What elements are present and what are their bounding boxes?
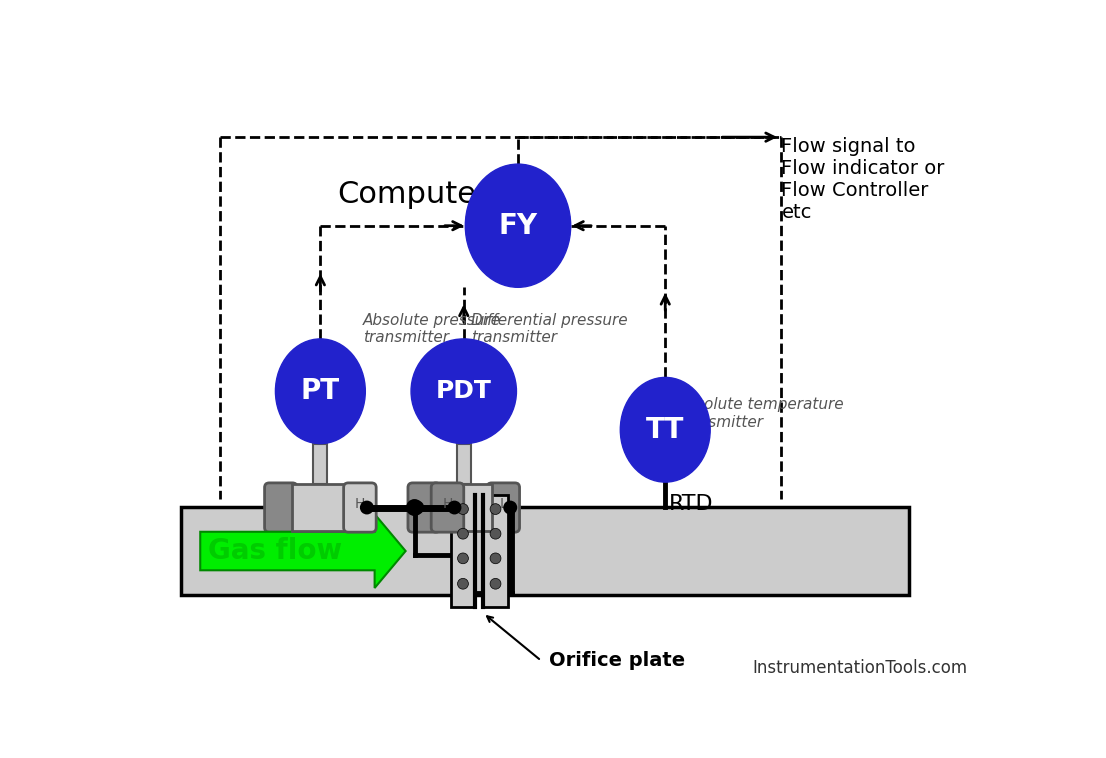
Circle shape [458,503,469,515]
Text: H: H [355,496,365,511]
Text: H: H [442,496,452,511]
Circle shape [490,528,501,539]
FancyBboxPatch shape [487,483,520,532]
Text: TT: TT [646,415,685,443]
Text: L: L [500,496,508,511]
Circle shape [458,578,469,589]
Text: Orifice plate: Orifice plate [549,651,685,670]
Circle shape [448,500,461,515]
Circle shape [458,528,469,539]
Ellipse shape [620,377,710,482]
Bar [436,484,492,531]
Text: Absolute pressure
transmitter: Absolute pressure transmitter [363,312,501,345]
Text: Absolute temperature
transmitter: Absolute temperature transmitter [677,397,845,430]
Text: InstrumentationTools.com: InstrumentationTools.com [752,659,968,677]
Circle shape [458,553,469,564]
Ellipse shape [411,339,517,443]
Ellipse shape [466,164,571,287]
Bar [450,495,476,607]
FancyBboxPatch shape [344,483,376,532]
Circle shape [490,503,501,515]
Text: Gas flow: Gas flow [208,537,342,565]
Text: Differential pressure
transmitter: Differential pressure transmitter [471,312,628,345]
Bar [483,495,508,607]
Bar [457,443,471,484]
Circle shape [410,500,425,515]
Text: PT: PT [301,377,340,406]
Circle shape [406,499,424,516]
Circle shape [503,500,518,515]
FancyBboxPatch shape [264,483,298,532]
Bar [181,507,909,595]
Bar [292,484,348,531]
Text: RTD: RTD [669,494,713,515]
Ellipse shape [275,339,365,443]
Text: Flow signal to
Flow indicator or
Flow Controller
etc: Flow signal to Flow indicator or Flow Co… [782,137,945,222]
FancyBboxPatch shape [408,483,440,532]
Circle shape [490,553,501,564]
Text: PDT: PDT [436,379,492,403]
FancyBboxPatch shape [431,483,463,532]
Bar [313,443,327,484]
Text: FY: FY [499,211,538,240]
Text: Computer: Computer [337,180,489,208]
Polygon shape [200,514,406,588]
Circle shape [359,500,374,515]
Circle shape [490,578,501,589]
